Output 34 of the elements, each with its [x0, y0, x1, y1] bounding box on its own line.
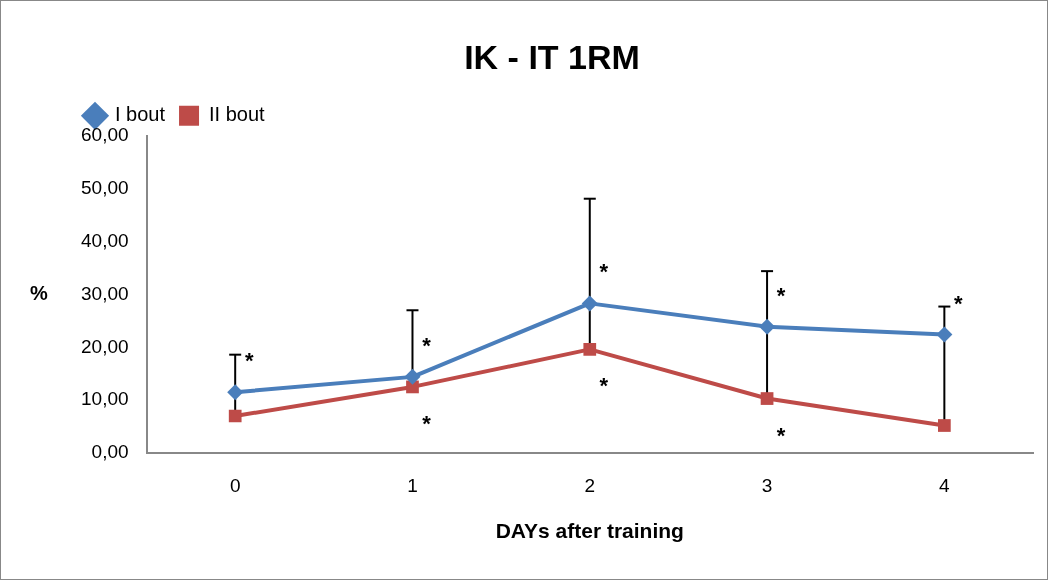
y-tick-label: 50,00 — [81, 176, 129, 198]
x-tick-label: 3 — [761, 474, 773, 496]
point — [404, 368, 421, 385]
y-tick-label: 10,00 — [81, 388, 129, 410]
x-tick-label: 4 — [939, 474, 951, 496]
annotation: * — [599, 259, 609, 285]
y-axis-title: % — [30, 281, 49, 304]
x-tick-label: 0 — [229, 474, 241, 496]
x-axis-title: DAYs after training — [495, 519, 684, 543]
annotation: * — [599, 373, 609, 399]
y-tick-label: 60,00 — [81, 124, 129, 146]
point — [759, 318, 776, 335]
annotation: * — [422, 332, 432, 358]
legend-label: I bout — [115, 103, 166, 126]
y-tick-label: 0,00 — [91, 441, 129, 463]
point — [227, 384, 244, 401]
legend-label: II bout — [209, 103, 266, 126]
chart-title: IK - IT 1RM — [464, 37, 640, 76]
point — [581, 295, 598, 312]
point — [228, 409, 242, 423]
annotation: * — [776, 282, 786, 308]
annotation: * — [244, 348, 254, 374]
annotation: * — [776, 422, 786, 448]
point — [760, 392, 774, 405]
y-tick-label: 30,00 — [81, 282, 129, 304]
annotation: * — [954, 290, 964, 316]
x-tick-label: 1 — [407, 474, 418, 496]
x-tick-label: 2 — [584, 474, 596, 496]
y-tick-label: 20,00 — [81, 335, 129, 357]
point — [937, 419, 951, 432]
point — [583, 343, 597, 356]
y-tick-label: 40,00 — [81, 229, 129, 251]
point — [936, 326, 953, 343]
annotation: * — [422, 410, 432, 436]
